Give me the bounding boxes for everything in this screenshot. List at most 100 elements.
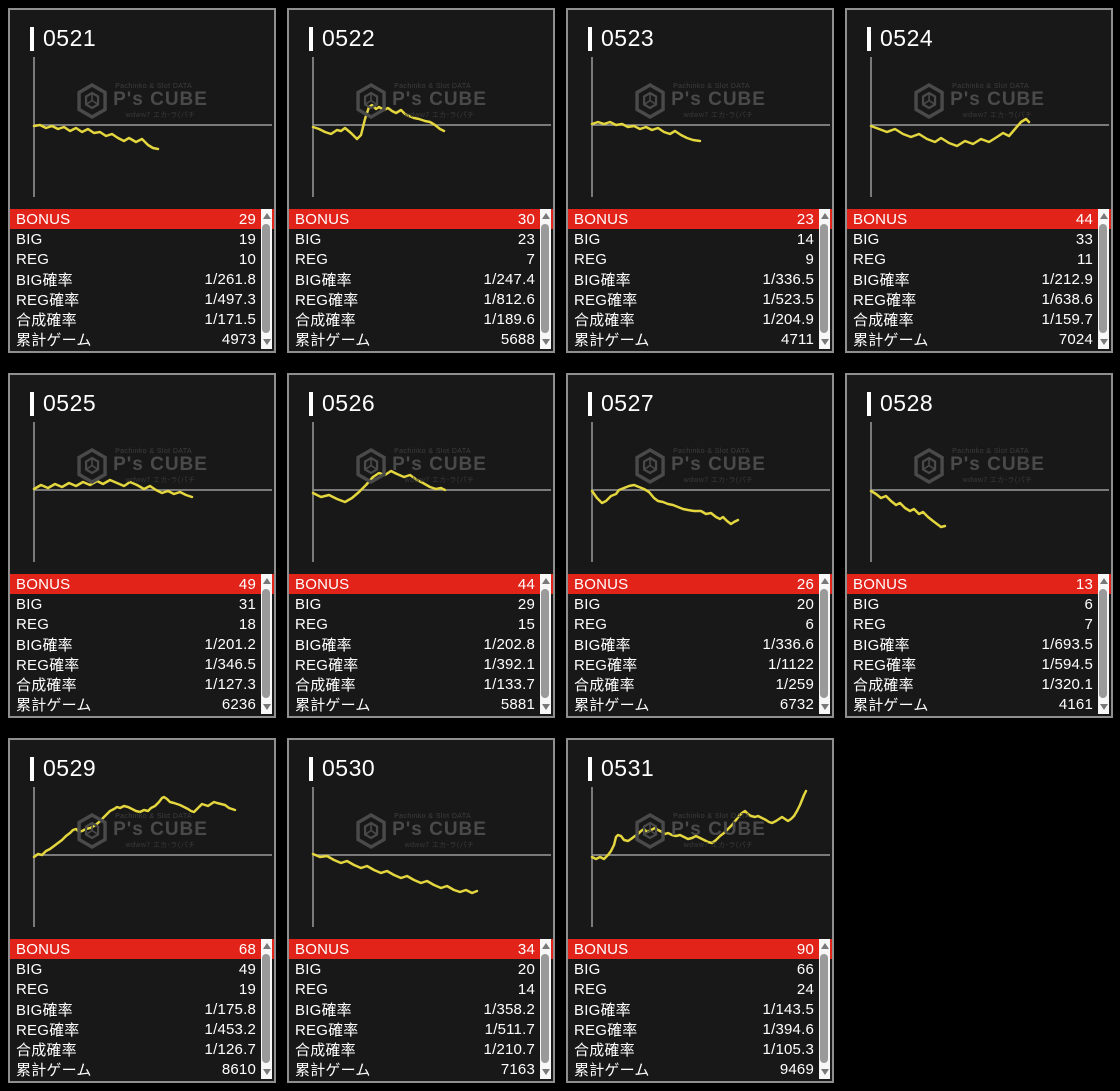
slump-graph: Pachinko & Slot DATA P's CUBE wdww7 エカ-ラ… [10, 787, 274, 937]
machine-panel[interactable]: 0528 Pachinko & Slot DATA P's CUBE [845, 373, 1113, 718]
stats-table: BONUS 34 BIG 20 REG 14 BIG確率 1/358.2 REG確率 1/511.… [289, 939, 553, 1079]
panel-header: 0525 [10, 375, 274, 420]
scroll-up-icon[interactable] [1099, 578, 1108, 584]
scroll-down-icon[interactable] [541, 339, 550, 345]
scrollbar-thumb[interactable] [262, 589, 270, 698]
machine-panel[interactable]: 0530 Pachinko & Slot DATA P's CUBE [287, 738, 555, 1083]
machine-panel[interactable]: 0524 Pachinko & Slot DATA P's CUBE [845, 8, 1113, 353]
slump-graph: Pachinko & Slot DATA P's CUBE wdww7 エカ-ラ… [847, 57, 1111, 207]
scrollbar-thumb[interactable] [262, 954, 270, 1063]
scrollbar-thumb[interactable] [820, 589, 828, 698]
scrollbar-thumb[interactable] [541, 954, 549, 1063]
scroll-up-icon[interactable] [820, 213, 829, 219]
scrollbar-thumb[interactable] [541, 224, 549, 333]
scroll-down-icon[interactable] [1099, 704, 1108, 710]
slump-graph-svg [32, 57, 272, 197]
scroll-up-icon[interactable] [262, 578, 271, 584]
scroll-up-icon[interactable] [541, 943, 550, 949]
row-value: 4711 [780, 330, 814, 348]
row-label: BONUS [295, 210, 350, 228]
row-label: 累計ゲーム [295, 331, 371, 349]
scroll-up-icon[interactable] [820, 943, 829, 949]
table-row: BIG 6 [847, 594, 1111, 614]
row-label: BONUS [853, 575, 908, 593]
row-label: BONUS [16, 210, 71, 228]
row-value: 23 [796, 210, 814, 228]
stats-scrollbar[interactable] [540, 574, 551, 714]
scroll-down-icon[interactable] [541, 704, 550, 710]
scrollbar-thumb[interactable] [820, 224, 828, 333]
scroll-up-icon[interactable] [262, 943, 271, 949]
scroll-down-icon[interactable] [1099, 339, 1108, 345]
scroll-up-icon[interactable] [541, 213, 550, 219]
scroll-up-icon[interactable] [262, 213, 271, 219]
machine-panel[interactable]: 0521 Pachinko & Slot DATA P's CUBE [8, 8, 276, 353]
stats-scrollbar[interactable] [819, 209, 830, 349]
row-value: 1/693.5 [1041, 635, 1093, 653]
scrollbar-thumb[interactable] [820, 954, 828, 1063]
row-value: 18 [238, 615, 256, 633]
panel-title: 0527 [601, 390, 655, 416]
row-value: 19 [238, 230, 256, 248]
machine-panel[interactable]: 0525 Pachinko & Slot DATA P's CUBE [8, 373, 276, 718]
stats-table: BONUS 26 BIG 20 REG 6 BIG確率 1/336.6 REG確率 1/1122 合… [568, 574, 832, 714]
scroll-down-icon[interactable] [262, 1069, 271, 1075]
scroll-up-icon[interactable] [541, 578, 550, 584]
row-label: REG確率 [16, 1021, 80, 1039]
panel-title: 0521 [43, 25, 97, 51]
row-label: BIG確率 [295, 636, 352, 654]
slump-graph-svg [311, 787, 551, 927]
table-row: 合成確率 1/159.7 [847, 309, 1111, 329]
row-value: 1/126.7 [204, 1040, 256, 1058]
scroll-up-icon[interactable] [1099, 213, 1108, 219]
machine-panel[interactable]: 0526 Pachinko & Slot DATA P's CUBE [287, 373, 555, 718]
stats-scrollbar[interactable] [261, 939, 272, 1079]
table-row: 累計ゲーム 4973 [10, 329, 274, 349]
row-label: BONUS [295, 940, 350, 958]
stats-scrollbar[interactable] [1098, 209, 1109, 349]
row-value: 1/638.6 [1041, 290, 1093, 308]
machine-panel[interactable]: 0527 Pachinko & Slot DATA P's CUBE [566, 373, 834, 718]
machine-panel[interactable]: 0531 Pachinko & Slot DATA P's CUBE [566, 738, 834, 1083]
machine-panel[interactable]: 0529 Pachinko & Slot DATA P's CUBE [8, 738, 276, 1083]
stats-scrollbar[interactable] [261, 209, 272, 349]
row-label: REG [853, 250, 887, 268]
stats-scrollbar[interactable] [261, 574, 272, 714]
scroll-down-icon[interactable] [820, 704, 829, 710]
row-value: 1/202.8 [483, 635, 535, 653]
row-label: 累計ゲーム [295, 696, 371, 714]
stats-scrollbar[interactable] [819, 939, 830, 1079]
row-value: 1/259 [775, 675, 814, 693]
table-row: REG確率 1/394.6 [568, 1019, 832, 1039]
scrollbar-thumb[interactable] [1099, 589, 1107, 698]
stats-scrollbar[interactable] [819, 574, 830, 714]
machine-panel[interactable]: 0523 Pachinko & Slot DATA P's CUBE [566, 8, 834, 353]
table-row: REG 11 [847, 249, 1111, 269]
scrollbar-thumb[interactable] [541, 589, 549, 698]
stats-scrollbar[interactable] [540, 939, 551, 1079]
scroll-down-icon[interactable] [541, 1069, 550, 1075]
table-row: BONUS 26 [568, 574, 832, 594]
row-value: 14 [796, 230, 814, 248]
table-row: BIG 20 [568, 594, 832, 614]
table-row: REG 6 [568, 614, 832, 634]
scroll-down-icon[interactable] [820, 1069, 829, 1075]
scrollbar-thumb[interactable] [262, 224, 270, 333]
scroll-down-icon[interactable] [820, 339, 829, 345]
stats-scrollbar[interactable] [540, 209, 551, 349]
table-row: BONUS 29 [10, 209, 274, 229]
row-label: BIG [853, 595, 880, 613]
stats-scrollbar[interactable] [1098, 574, 1109, 714]
row-value: 1/212.9 [1041, 270, 1093, 288]
scroll-up-icon[interactable] [820, 578, 829, 584]
slump-graph: Pachinko & Slot DATA P's CUBE wdww7 エカ-ラ… [289, 57, 553, 207]
scroll-down-icon[interactable] [262, 704, 271, 710]
table-row: BONUS 13 [847, 574, 1111, 594]
row-label: 合成確率 [16, 1041, 77, 1059]
machine-panel[interactable]: 0522 Pachinko & Slot DATA P's CUBE [287, 8, 555, 353]
panel-title: 0525 [43, 390, 97, 416]
scroll-down-icon[interactable] [262, 339, 271, 345]
table-row: BONUS 68 [10, 939, 274, 959]
scrollbar-thumb[interactable] [1099, 224, 1107, 333]
row-label: 累計ゲーム [16, 331, 92, 349]
